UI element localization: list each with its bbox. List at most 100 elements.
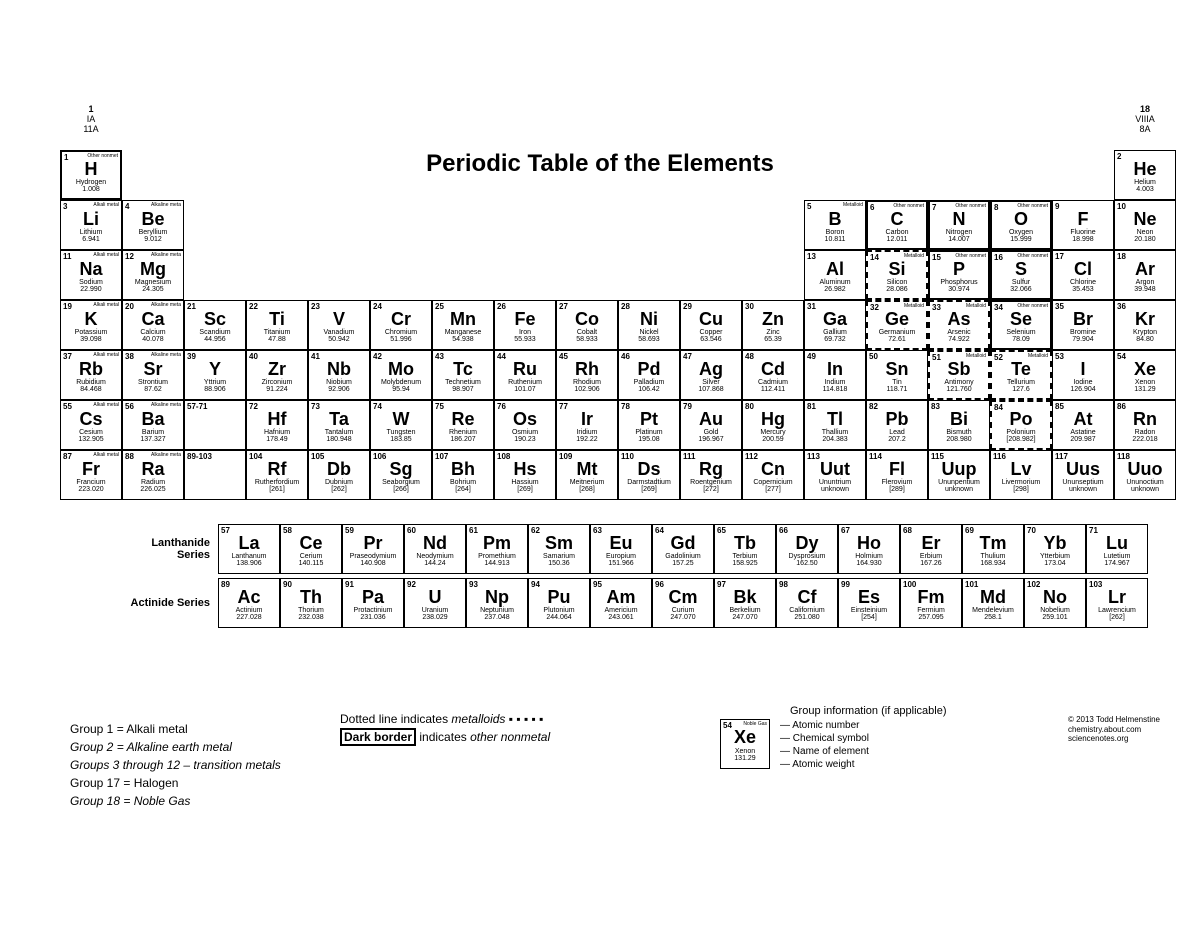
element-cell-Fl: 114FlFlerovium[289]	[866, 450, 928, 500]
element-cell-Ar: 18ArArgon39.948	[1114, 250, 1176, 300]
blank-cell	[308, 150, 370, 200]
element-cell-57-71: 57-71	[184, 400, 246, 450]
element-cell-Bh: 107BhBohrium[264]	[432, 450, 494, 500]
element-cell-Pd: 46PdPalladium106.42	[618, 350, 680, 400]
key-labels: Atomic number Chemical symbol Name of el…	[780, 719, 869, 771]
element-cell-Mt: 109MtMeitnerium[268]	[556, 450, 618, 500]
element-cell-Cl: 17ClChlorine35.453	[1052, 250, 1114, 300]
element-cell-Fm: 100FmFermium257.095	[900, 578, 962, 628]
key-ex-sym: Xe	[734, 727, 756, 748]
element-cell-Pt: 78PtPlatinum195.08	[618, 400, 680, 450]
element-cell-Ag: 47AgSilver107.868	[680, 350, 742, 400]
element-cell-Gd: 64GdGadolinium157.25	[652, 524, 714, 574]
element-cell-Be: 4Alkaline metaBeBeryllium9.012	[122, 200, 184, 250]
blank-cell	[246, 150, 308, 200]
blank-cell	[184, 250, 246, 300]
element-cell-U: 92UUranium238.029	[404, 578, 466, 628]
element-cell-Po: 84PoPolonium[208.982]	[990, 400, 1052, 450]
blank-cell	[866, 150, 928, 200]
element-cell-Tb: 65TbTerbium158.925	[714, 524, 776, 574]
key-label-d: Atomic weight	[780, 758, 869, 771]
element-cell-Cn: 112CnCopernicium[277]	[742, 450, 804, 500]
copyright: © 2013 Todd Helmenstine chemistry.about.…	[1068, 715, 1160, 744]
element-cell-Tc: 43TcTechnetium98.907	[432, 350, 494, 400]
element-cell-Lr: 103LrLawrencium[262]	[1086, 578, 1148, 628]
element-cell-Ti: 22TiTitanium47.88	[246, 300, 308, 350]
element-cell-Th: 90ThThorium232.038	[280, 578, 342, 628]
element-cell-Pb: 82PbLead207.2	[866, 400, 928, 450]
element-cell-O: 8Other nonmetOOxygen15.999	[990, 200, 1052, 250]
element-cell-Ge: 32MetalloidGeGermanium72.61	[866, 300, 928, 350]
legend-g18: Group 18 = Noble Gas	[70, 794, 190, 808]
blank-cell	[370, 150, 432, 200]
blank-cell	[308, 200, 370, 250]
element-cell-Na: 11Alkali metalNaSodium22.990	[60, 250, 122, 300]
element-cell-F: 9FFluorine18.998	[1052, 200, 1114, 250]
element-cell-Ca: 20Alkaline metaCaCalcium40.078	[122, 300, 184, 350]
element-cell-Si: 14MetalloidSiSilicon28.086	[866, 250, 928, 300]
element-cell-N: 7Other nonmetNNitrogen14.007	[928, 200, 990, 250]
blank-cell	[742, 200, 804, 250]
copyright-l2: chemistry.about.com	[1068, 725, 1160, 735]
element-cell-Mo: 42MoMolybdenum95.94	[370, 350, 432, 400]
element-cell-Uuo: 118UuoUnunoctiumunknown	[1114, 450, 1176, 500]
element-cell-Nb: 41NbNiobium92.906	[308, 350, 370, 400]
element-cell-Ds: 110DsDarmstadtium[269]	[618, 450, 680, 500]
element-cell-Cs: 55Alkali metalCsCesium132.905	[60, 400, 122, 450]
element-cell-Pm: 61PmPromethium144.913	[466, 524, 528, 574]
legend-dark-post: indicates	[419, 730, 470, 744]
element-cell-Db: 105DbDubnium[262]	[308, 450, 370, 500]
element-cell-Nd: 60NdNeodymium144.24	[404, 524, 466, 574]
element-cell-Ta: 73TaTantalum180.948	[308, 400, 370, 450]
element-cell-Se: 34Other nonmetSeSelenium78.09	[990, 300, 1052, 350]
element-cell-C: 6Other nonmetCCarbon12.011	[866, 200, 928, 250]
element-cell-Te: 52MetalloidTeTellurium127.6	[990, 350, 1052, 400]
blank-cell	[494, 150, 556, 200]
element-cell-Pa: 91PaProtactinium231.036	[342, 578, 404, 628]
element-cell-K: 19Alkali metalKPotassium39.098	[60, 300, 122, 350]
legend-g17: Group 17 = Halogen	[70, 776, 178, 790]
element-cell-Cd: 48CdCadmium112.411	[742, 350, 804, 400]
element-cell-Lu: 71LuLutetium174.967	[1086, 524, 1148, 574]
element-cell-Li: 3Alkali metalLiLithium6.941	[60, 200, 122, 250]
element-cell-Np: 93NpNeptunium237.048	[466, 578, 528, 628]
element-cell-Er: 68ErErbium167.26	[900, 524, 962, 574]
blank-cell	[680, 150, 742, 200]
element-cell-89-103: 89-103	[184, 450, 246, 500]
blank-cell	[246, 200, 308, 250]
element-cell-Ir: 77IrIridium192.22	[556, 400, 618, 450]
element-cell-Bi: 83BiBismuth208.980	[928, 400, 990, 450]
element-cell-Tm: 69TmThulium168.934	[962, 524, 1024, 574]
element-cell-V: 23VVanadium50.942	[308, 300, 370, 350]
element-cell-La: 57LaLanthanum138.906	[218, 524, 280, 574]
blank-cell	[122, 150, 184, 200]
element-cell-P: 15Other nonmetPPhosphorus30.974	[928, 250, 990, 300]
element-cell-Sn: 50SnTin118.71	[866, 350, 928, 400]
element-cell-Ni: 28NiNickel58.693	[618, 300, 680, 350]
element-cell-Kr: 36KrKrypton84.80	[1114, 300, 1176, 350]
blank-cell	[680, 250, 742, 300]
actinide-label: Actinide Series	[128, 578, 218, 628]
element-cell-Rn: 86RnRadon222.018	[1114, 400, 1176, 450]
element-cell-Cr: 24CrChromium51.996	[370, 300, 432, 350]
blank-cell	[556, 150, 618, 200]
element-cell-Ba: 56Alkaline metaBaBarium137.327	[122, 400, 184, 450]
element-cell-Re: 75ReRhenium186.207	[432, 400, 494, 450]
element-cell-Pu: 94PuPlutonium244.064	[528, 578, 590, 628]
element-cell-Sr: 38Alkaline metaSrStrontium87.62	[122, 350, 184, 400]
blank-cell	[184, 150, 246, 200]
blank-cell	[618, 150, 680, 200]
element-cell-Ga: 31GaGallium69.732	[804, 300, 866, 350]
blank-cell	[432, 250, 494, 300]
group-legend: Group 1 = Alkali metal Group 2 = Alkalin…	[70, 720, 281, 810]
style-legend: Dotted line indicates metalloids ▪ ▪ ▪ ▪…	[340, 710, 550, 746]
cell-key: Group information (if applicable) 54 Nob…	[720, 705, 947, 771]
element-cell-Cu: 29CuCopper63.546	[680, 300, 742, 350]
element-cell-Hg: 80HgMercury200.59	[742, 400, 804, 450]
blank-cell	[804, 150, 866, 200]
element-cell-Y: 39YYttrium88.906	[184, 350, 246, 400]
group-header-18: 18VIIIA8A	[1114, 105, 1176, 135]
element-cell-Eu: 63EuEuropium151.966	[590, 524, 652, 574]
element-cell-He: 2HeHelium4.003	[1114, 150, 1176, 200]
element-cell-S: 16Other nonmetSSulfur32.066	[990, 250, 1052, 300]
